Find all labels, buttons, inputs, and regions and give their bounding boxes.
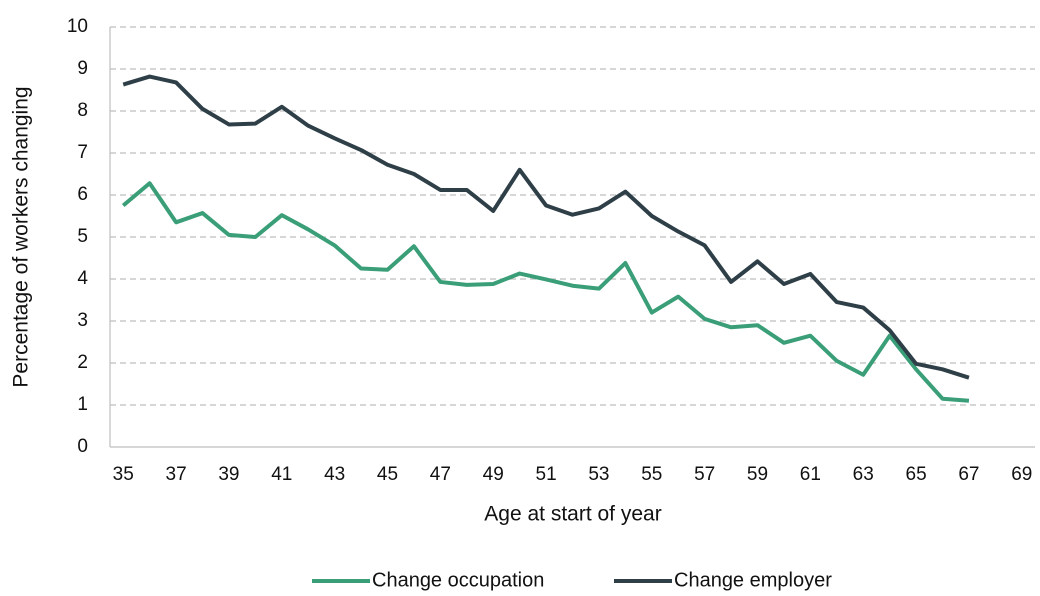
x-tick-label: 35 [113, 464, 134, 485]
y-tick-label: 10 [67, 16, 88, 37]
x-tick-label: 43 [324, 464, 345, 485]
x-tick-label: 37 [166, 464, 187, 485]
series-line [122, 74, 970, 380]
y-tick-label: 5 [77, 226, 88, 247]
legend-label: Change employer [674, 569, 832, 591]
x-tick-label: 41 [271, 464, 292, 485]
y-tick-label: 7 [77, 142, 88, 163]
y-tick-label: 9 [77, 58, 88, 79]
x-tick-label: 63 [853, 464, 874, 485]
series-line [121, 181, 970, 403]
x-tick-label: 47 [430, 464, 451, 485]
y-tick-label: 8 [77, 100, 88, 121]
y-tick-label: 3 [77, 310, 88, 331]
x-tick-label: 51 [536, 464, 557, 485]
x-tick-label: 65 [906, 464, 927, 485]
x-axis-label: Age at start of year [484, 503, 661, 526]
y-tick-label: 1 [77, 394, 88, 415]
y-axis-label: Percentage of workers changing [10, 86, 33, 387]
x-tick-label: 59 [747, 464, 768, 485]
x-tick-label: 49 [483, 464, 504, 485]
x-tick-label: 45 [377, 464, 398, 485]
x-tick-label: 57 [694, 464, 715, 485]
y-tick-label: 6 [77, 184, 88, 205]
x-tick-label: 53 [588, 464, 609, 485]
y-tick-label: 2 [77, 352, 88, 373]
y-tick-label: 0 [77, 436, 88, 457]
x-tick-label: 39 [218, 464, 239, 485]
legend-label: Change occupation [372, 569, 544, 591]
y-tick-label: 4 [77, 268, 88, 289]
x-tick-label: 67 [958, 464, 979, 485]
x-tick-label: 69 [1011, 464, 1032, 485]
x-tick-label: 61 [800, 464, 821, 485]
x-tick-label: 55 [641, 464, 662, 485]
